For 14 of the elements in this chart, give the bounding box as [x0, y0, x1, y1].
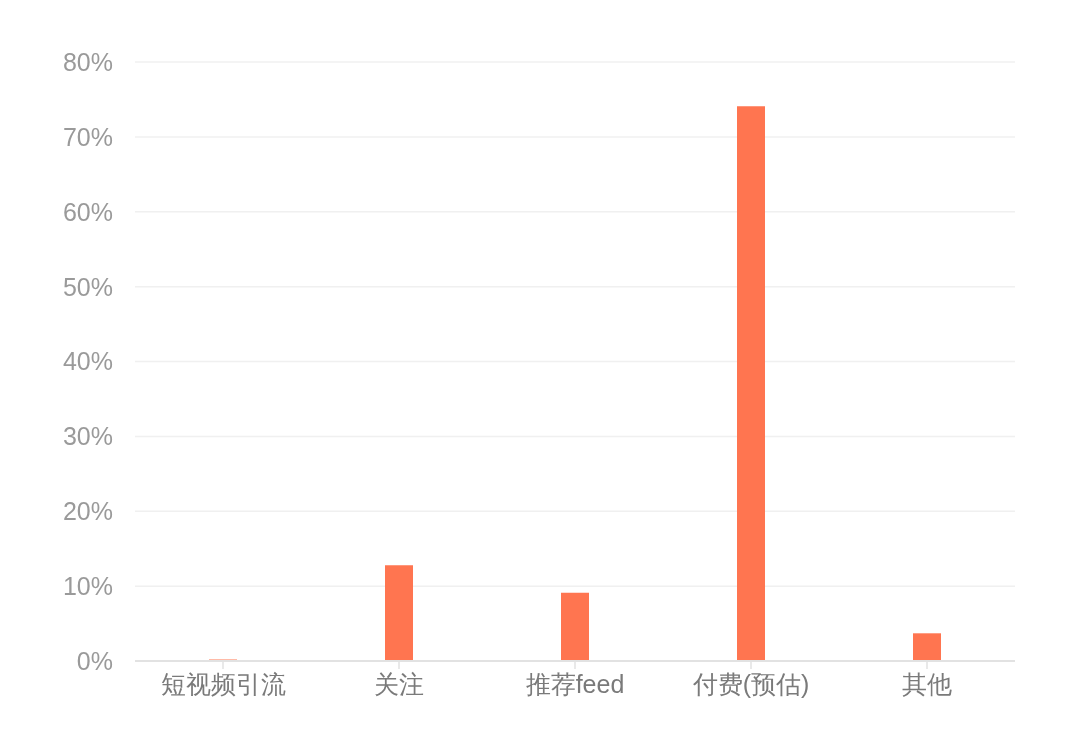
y-tick-label: 40% — [62, 347, 113, 376]
x-tick-label: 推荐feed — [525, 669, 625, 698]
y-tick-label: 80% — [62, 47, 113, 76]
x-tick-label: 付费(预估) — [691, 669, 810, 698]
y-tick-label: 60% — [62, 197, 113, 226]
y-tick-label: 20% — [62, 497, 113, 526]
y-tick-label: 30% — [62, 422, 113, 451]
y-tick-label: 50% — [62, 272, 113, 301]
x-tick-label: 关注 — [374, 669, 424, 698]
x-tick-label: 短视频引流 — [160, 669, 286, 698]
y-tick-label: 10% — [62, 572, 113, 600]
y-tick-label: 0% — [76, 646, 113, 675]
y-tick-label: 70% — [62, 122, 113, 151]
x-tick-label: 其他 — [902, 669, 952, 698]
